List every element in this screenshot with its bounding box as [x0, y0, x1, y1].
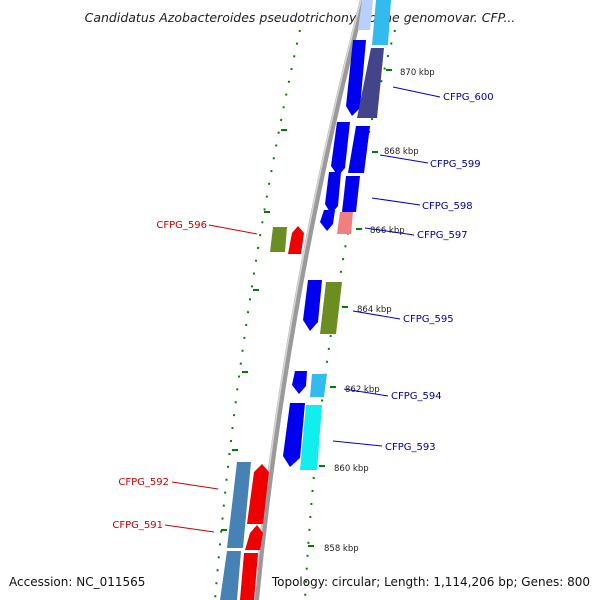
gene-label-cfpg-593[interactable]: CFPG_593	[385, 442, 436, 453]
ruler-label: 868 kbp	[384, 147, 419, 157]
ruler-label: 860 kbp	[334, 464, 369, 474]
reverse-leaders	[164, 224, 258, 533]
forward-gene-labels[interactable]: CFPG_600 CFPG_599 CFPG_598 CFPG_597 CFPG…	[385, 92, 494, 453]
forward-leaders	[332, 86, 441, 447]
feature-cfpg-591-b[interactable]	[220, 551, 241, 600]
reverse-gene-labels[interactable]: CFPG_596 CFPG_592 CFPG_591	[112, 220, 207, 531]
gene-label-cfpg-599[interactable]: CFPG_599	[430, 159, 481, 170]
gene-label-cfpg-598[interactable]: CFPG_598	[422, 201, 473, 212]
feature-cfpg-594-b[interactable]	[310, 374, 327, 397]
reverse-features[interactable]	[220, 226, 304, 600]
feature-cfpg-596-b[interactable]	[288, 226, 304, 254]
feature-cfpg-599-a[interactable]	[331, 122, 350, 176]
ruler-label: 862 kbp	[345, 385, 380, 395]
feature-cfpg-600-b[interactable]	[357, 48, 384, 118]
feature-cfpg-592-a[interactable]	[227, 462, 251, 548]
outer-ticks	[221, 129, 287, 531]
feature-cfpg-595-a[interactable]	[303, 280, 322, 331]
forward-features[interactable]	[283, 0, 391, 470]
gene-label-cfpg-595[interactable]: CFPG_595	[403, 314, 454, 325]
ruler-label: 864 kbp	[357, 305, 392, 315]
gene-label-cfpg-600[interactable]: CFPG_600	[443, 92, 494, 103]
gene-label-cfpg-597[interactable]: CFPG_597	[417, 230, 468, 241]
feature-cfpg-596-a[interactable]	[270, 227, 287, 252]
feature-arrow-light-blue[interactable]	[358, 0, 373, 30]
feature-cfpg-599-b[interactable]	[348, 126, 370, 173]
feature-cfpg-598-a[interactable]	[325, 172, 341, 214]
accession-text: Accession: NC_011565	[9, 575, 146, 589]
feature-cfpg-591-a[interactable]	[245, 525, 263, 550]
feature-cfpg-594-a[interactable]	[292, 371, 307, 394]
ruler-label: 858 kbp	[324, 544, 359, 554]
feature-cfpg-595-b[interactable]	[320, 282, 342, 334]
gene-label-cfpg-591[interactable]: CFPG_591	[112, 520, 163, 531]
feature-cfpg-590[interactable]	[240, 553, 258, 600]
gene-label-cfpg-594[interactable]: CFPG_594	[391, 391, 442, 402]
backbone-arc	[253, 0, 366, 600]
genome-summary-text: Topology: circular; Length: 1,114,206 bp…	[271, 575, 590, 589]
ruler-ticks	[308, 69, 392, 547]
feature-cfpg-597-a[interactable]	[320, 210, 335, 231]
gene-label-cfpg-596[interactable]: CFPG_596	[156, 220, 207, 231]
feature-cfpg-593-a[interactable]	[283, 403, 305, 467]
ruler-label: 870 kbp	[400, 68, 435, 78]
gene-label-cfpg-592[interactable]: CFPG_592	[118, 477, 169, 488]
feature-cfpg-598-b[interactable]	[342, 176, 360, 212]
feature-cfpg-600-a[interactable]	[346, 40, 366, 116]
feature-cfpg-593-b[interactable]	[300, 405, 322, 470]
map-title: Candidatus Azobacteroides pseudotrichony…	[84, 10, 516, 25]
feature-arrow-sky[interactable]	[372, 0, 391, 45]
feature-cfpg-597-b[interactable]	[337, 212, 353, 234]
feature-cfpg-592-b[interactable]	[247, 464, 269, 524]
